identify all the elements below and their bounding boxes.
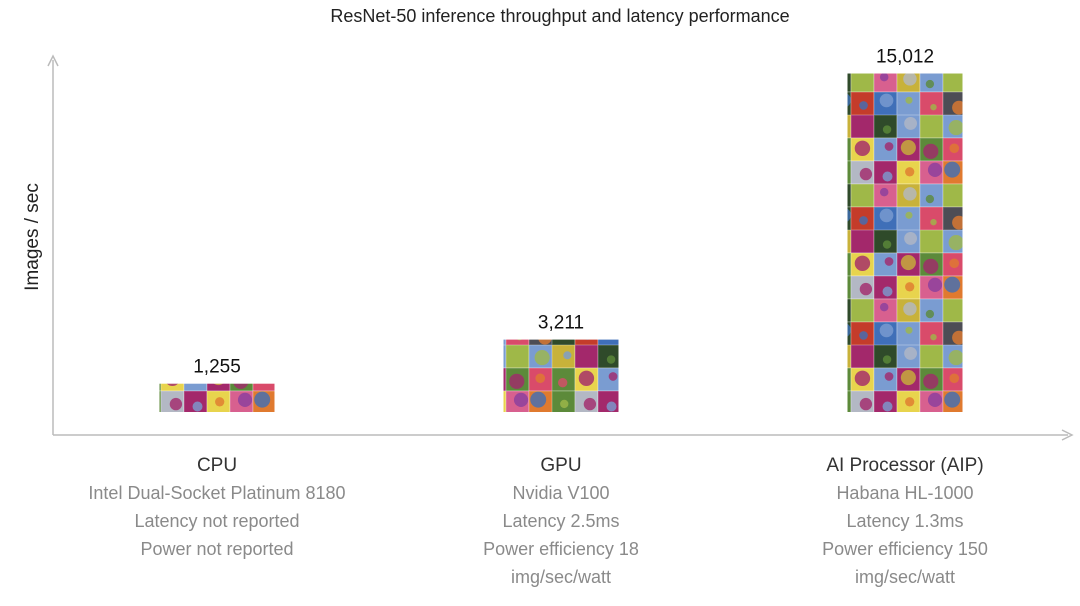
bar xyxy=(847,73,963,412)
chart-title: ResNet-50 inference throughput and laten… xyxy=(330,6,789,26)
category-detail: Latency not reported xyxy=(134,511,299,531)
category-detail: Nvidia V100 xyxy=(512,483,609,503)
value-label: 15,012 xyxy=(876,47,934,68)
value-label: 1,255 xyxy=(193,357,241,378)
category-detail: Latency 1.3ms xyxy=(846,511,963,531)
bar xyxy=(503,339,619,412)
category-detail: Intel Dual-Socket Platinum 8180 xyxy=(88,483,345,503)
category-detail: Power efficiency 18 xyxy=(483,539,639,559)
x-tick-label: CPU xyxy=(197,455,237,476)
category-detail: img/sec/watt xyxy=(511,567,611,587)
x-axis-arrow xyxy=(1061,429,1074,441)
category-detail: Power efficiency 150 xyxy=(822,539,988,559)
x-tick-label: GPU xyxy=(540,455,581,476)
x-tick-label: AI Processor (AIP) xyxy=(826,455,983,476)
category-detail: Habana HL-1000 xyxy=(836,483,973,503)
y-axis-arrow xyxy=(47,54,59,67)
category-detail: img/sec/watt xyxy=(855,567,955,587)
y-axis-label: Images / sec xyxy=(22,183,43,291)
category-detail: Latency 2.5ms xyxy=(502,511,619,531)
bar xyxy=(159,383,275,412)
category-detail: Power not reported xyxy=(140,539,293,559)
value-label: 3,211 xyxy=(538,313,584,334)
